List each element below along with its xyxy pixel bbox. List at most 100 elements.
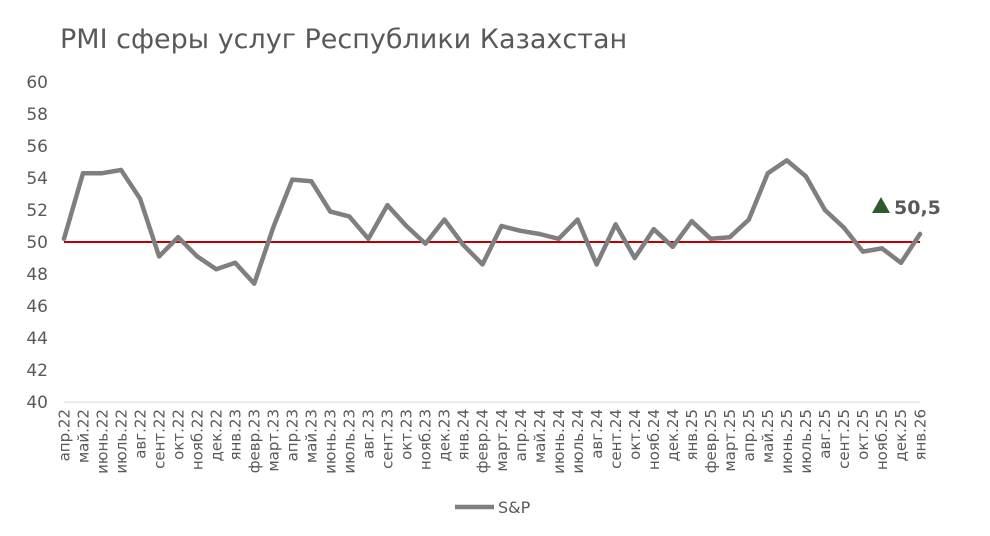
- data-point: [594, 262, 599, 267]
- x-tick-label: июнь.24: [550, 409, 568, 474]
- data-point: [404, 223, 409, 229]
- chart-title: PMI сферы услуг Республики Казахстан: [60, 24, 628, 55]
- x-tick-label: июнь.23: [322, 409, 340, 474]
- data-point: [575, 217, 580, 222]
- data-point: [765, 171, 771, 176]
- x-tick-label: авг.23: [360, 409, 378, 459]
- y-tick-label: 46: [26, 297, 48, 317]
- x-tick-label: нояб.25: [873, 409, 891, 470]
- x-tick-label: сент.23: [379, 409, 397, 469]
- x-tick-label: дек.22: [207, 409, 225, 462]
- x-tick-label: сент.22: [150, 409, 168, 469]
- x-tick-label: май.24: [531, 409, 549, 463]
- data-point: [423, 241, 428, 246]
- data-point: [213, 267, 219, 272]
- data-point: [480, 262, 485, 267]
- y-tick-label: 42: [26, 361, 48, 381]
- data-point: [860, 249, 866, 254]
- data-point: [898, 260, 904, 265]
- x-tick-label: апр.22: [55, 409, 73, 461]
- data-point: [366, 236, 371, 241]
- data-point: [385, 203, 390, 208]
- x-tick-label: июль.25: [797, 409, 815, 474]
- up-triangle-icon: [872, 197, 890, 213]
- data-point: [461, 243, 466, 248]
- x-tick-label: февр.23: [245, 409, 263, 473]
- data-point: [841, 225, 847, 230]
- data-point: [537, 231, 542, 237]
- x-tick-label: нояб.22: [188, 409, 206, 470]
- y-axis-ticks: 60 58 56 54 52 50 48 46 44 42 40: [26, 73, 48, 413]
- x-axis-ticks: апр.22 май.22 июнь.22 июль.22 авг.22 сент.22 о…: [55, 409, 929, 474]
- y-tick-label: 44: [26, 329, 48, 349]
- data-point: [518, 228, 523, 233]
- x-tick-label: окт.22: [169, 409, 187, 460]
- y-tick-label: 60: [26, 73, 48, 93]
- data-point: [822, 207, 828, 213]
- x-tick-label: янв.26: [911, 409, 929, 461]
- x-tick-label: авг.22: [131, 409, 149, 459]
- x-tick-label: дек.23: [436, 409, 454, 462]
- x-tick-label: сент.24: [607, 409, 625, 469]
- x-tick-label: июль.22: [112, 409, 130, 474]
- legend-label-sp: S&P: [498, 498, 531, 517]
- data-point: [175, 235, 181, 240]
- x-tick-label: янв.25: [683, 409, 701, 461]
- x-tick-label: февр.25: [702, 409, 720, 473]
- data-point: [61, 236, 67, 241]
- series-group: [61, 158, 923, 286]
- last-value-label: 50,5: [894, 197, 941, 219]
- x-tick-label: март.23: [264, 409, 282, 472]
- x-tick-label: апр.23: [284, 409, 302, 461]
- x-tick-label: нояб.23: [417, 409, 435, 470]
- data-point: [271, 225, 276, 230]
- data-point: [746, 217, 751, 222]
- data-point: [99, 171, 105, 176]
- data-point: [556, 236, 561, 241]
- x-tick-label: июнь.25: [778, 409, 796, 474]
- y-tick-label: 54: [26, 169, 48, 189]
- x-tick-label: авг.24: [588, 409, 606, 459]
- x-tick-label: дек.24: [664, 409, 682, 462]
- data-point: [309, 179, 314, 184]
- x-tick-label: дек.25: [892, 409, 910, 462]
- x-tick-label: янв.24: [455, 409, 473, 461]
- x-tick-label: май.23: [303, 409, 321, 463]
- x-tick-label: май.25: [759, 409, 777, 463]
- x-tick-label: июнь.22: [93, 409, 111, 474]
- series-line-sp: [61, 158, 923, 286]
- data-point: [252, 281, 257, 286]
- x-tick-label: нояб.24: [645, 409, 663, 470]
- x-tick-label: март.24: [493, 409, 511, 472]
- y-tick-label: 48: [26, 265, 48, 285]
- data-point: [689, 219, 694, 224]
- data-point: [879, 246, 885, 251]
- data-point: [727, 235, 732, 240]
- data-point: [290, 177, 295, 182]
- x-tick-label: окт.25: [854, 409, 872, 460]
- data-point: [632, 255, 637, 261]
- annotation-group: 50,5: [872, 197, 941, 219]
- data-point: [499, 223, 504, 229]
- y-tick-label: 56: [26, 137, 48, 157]
- y-tick-label: 52: [26, 201, 48, 221]
- data-point: [194, 254, 200, 259]
- x-tick-label: апр.24: [512, 409, 530, 461]
- x-tick-label: март.25: [721, 409, 739, 472]
- data-point: [118, 167, 124, 173]
- data-point: [442, 217, 447, 222]
- x-tick-label: май.22: [74, 409, 92, 463]
- x-tick-label: авг.25: [816, 409, 834, 459]
- x-tick-label: сент.25: [835, 409, 853, 469]
- data-point: [80, 171, 86, 176]
- data-point: [917, 231, 923, 237]
- y-tick-label: 58: [26, 105, 48, 125]
- x-tick-label: февр.24: [474, 409, 492, 473]
- data-point: [708, 236, 713, 241]
- data-point: [347, 214, 352, 219]
- x-tick-label: июль.23: [341, 409, 359, 474]
- data-point: [784, 158, 790, 163]
- data-point: [670, 244, 675, 249]
- data-point: [328, 209, 333, 214]
